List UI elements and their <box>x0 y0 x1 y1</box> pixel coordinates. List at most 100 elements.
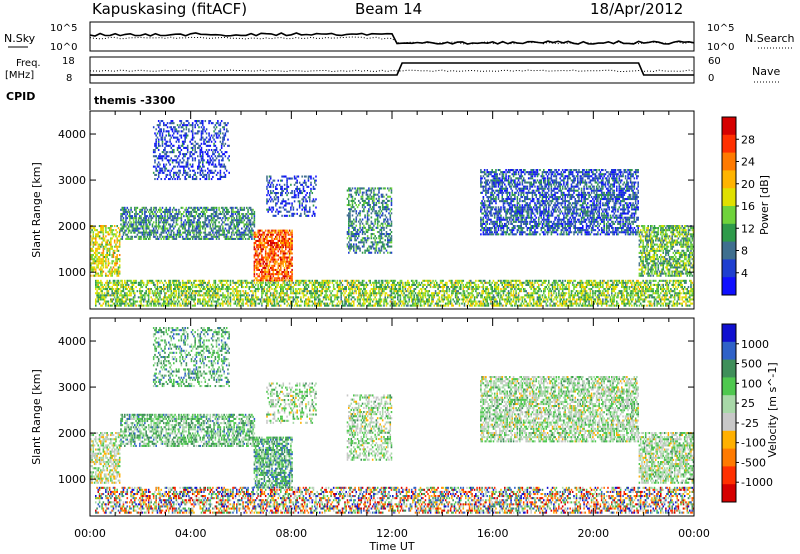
power-cell <box>278 286 281 289</box>
power-cell <box>485 288 487 291</box>
power-cell <box>539 296 541 299</box>
power-cell <box>157 219 160 222</box>
power-cell <box>115 243 117 246</box>
power-cell <box>157 302 160 305</box>
power-cell <box>683 300 686 303</box>
power-cell <box>140 215 142 218</box>
power-cell <box>137 296 140 299</box>
power-cell <box>310 290 312 293</box>
power-cell <box>282 288 285 291</box>
power-cell <box>314 283 316 286</box>
power-cell <box>447 296 449 299</box>
power-cell <box>203 279 205 282</box>
power-cell <box>424 279 427 282</box>
power-cell <box>415 302 418 305</box>
power-cell <box>199 300 202 303</box>
power-cell <box>665 290 667 293</box>
power-cell <box>202 302 204 305</box>
power-cell <box>165 231 168 234</box>
power-cell <box>344 304 346 307</box>
power-cell <box>166 219 169 222</box>
power-cell <box>244 292 247 295</box>
power-cell <box>198 215 200 218</box>
power-cell <box>402 283 404 286</box>
power-cell <box>412 300 414 303</box>
power-cell <box>392 283 394 286</box>
power-cell <box>218 206 220 209</box>
power-cell <box>157 279 160 282</box>
power-cell <box>106 256 108 259</box>
power-cell <box>470 281 472 284</box>
power-cell <box>345 302 347 305</box>
power-cell <box>331 290 334 293</box>
power-cell <box>161 302 164 305</box>
power-cell <box>365 286 368 289</box>
power-cell <box>102 262 105 265</box>
power-cell <box>126 294 129 297</box>
power-cell <box>460 286 462 289</box>
power-cell <box>673 288 676 291</box>
power-cell <box>283 300 286 303</box>
beam-label: Beam 14 <box>355 0 422 18</box>
power-cell <box>102 302 105 305</box>
power-cell <box>419 296 422 299</box>
power-cell <box>224 279 227 282</box>
power-cell <box>334 294 336 297</box>
power-cell <box>384 288 387 291</box>
power-cell <box>577 290 579 293</box>
power-cell <box>236 235 238 238</box>
power-cell <box>118 264 121 267</box>
power-cell <box>461 294 463 297</box>
power-cell <box>234 294 237 297</box>
power-cell <box>198 292 200 295</box>
power-cell <box>431 300 433 303</box>
power-cell <box>107 281 110 284</box>
power-cell <box>689 292 691 295</box>
power-cell <box>662 286 665 289</box>
power-cell <box>307 302 310 305</box>
power-cell <box>475 300 477 303</box>
power-cell <box>190 292 193 295</box>
power-cell <box>188 217 190 220</box>
power-cell <box>152 294 155 297</box>
power-cell <box>111 300 113 303</box>
power-cell <box>125 294 127 297</box>
power-cell <box>218 237 220 240</box>
power-cell <box>341 300 344 303</box>
power-cell <box>473 298 476 301</box>
power-cell <box>106 290 108 293</box>
power-cell <box>127 302 130 305</box>
power-cell <box>565 286 568 289</box>
power-cell <box>302 281 305 284</box>
power-cell <box>251 294 253 297</box>
power-cell <box>124 300 126 303</box>
power-cell <box>413 288 415 291</box>
power-cell <box>214 288 217 291</box>
power-cell <box>236 296 238 299</box>
power-cell <box>281 288 283 291</box>
power-cell <box>141 281 144 284</box>
power-cell <box>397 294 399 297</box>
power-cell <box>571 281 574 284</box>
power-cell <box>402 288 404 291</box>
power-cell <box>546 288 549 291</box>
power-cell <box>331 279 334 282</box>
power-cell <box>259 298 262 301</box>
power-cell <box>603 292 605 295</box>
power-cell <box>380 286 383 289</box>
power-cell <box>254 283 257 286</box>
power-cell <box>486 286 488 289</box>
power-cell <box>253 281 256 284</box>
power-cell <box>349 302 351 305</box>
power-cell <box>574 279 577 282</box>
power-cell <box>307 296 310 299</box>
power-cell <box>199 294 202 297</box>
power-cell <box>379 298 381 301</box>
power-cell <box>125 304 127 307</box>
power-cell <box>510 298 512 301</box>
power-cell <box>384 292 387 295</box>
power-cell <box>147 219 150 222</box>
power-cell <box>124 296 126 299</box>
power-cell <box>254 296 257 299</box>
power-cell <box>331 300 334 303</box>
